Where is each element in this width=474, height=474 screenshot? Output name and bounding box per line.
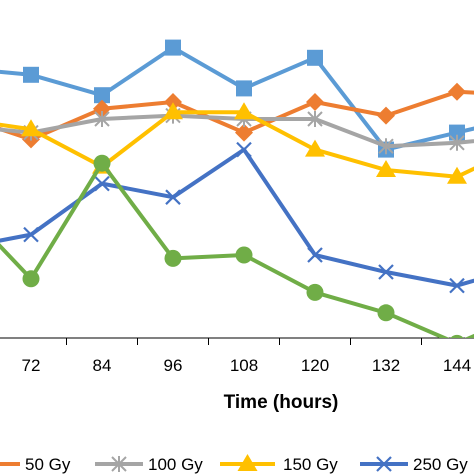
data-point [306, 93, 324, 111]
data-point [307, 247, 323, 263]
legend-marker [237, 454, 258, 471]
x-tick-label: 132 [372, 356, 400, 375]
data-point [450, 334, 464, 338]
x-tick-label: 120 [301, 356, 329, 375]
data-point [236, 80, 252, 97]
x-tick-label: 108 [230, 356, 258, 375]
data-point [376, 160, 396, 177]
data-point [377, 106, 395, 125]
data-point [165, 39, 181, 56]
x-tick-label: 96 [164, 356, 183, 375]
data-point [236, 141, 252, 158]
data-point [449, 277, 465, 294]
data-point [235, 123, 253, 142]
data-point [305, 139, 325, 157]
legend-label: 150 Gy [283, 455, 338, 474]
legend-label: 250 Gy [413, 455, 468, 474]
legend-label: 50 Gy [25, 455, 71, 474]
legend-item: 250 Gy [360, 455, 468, 474]
data-point [377, 304, 395, 322]
series-layer [0, 39, 474, 338]
x-tick-label: 144 [443, 356, 471, 375]
data-point [164, 249, 182, 267]
data-point [235, 246, 253, 264]
data-point [164, 93, 182, 111]
data-point [378, 138, 394, 155]
data-point [94, 87, 110, 104]
data-point [163, 102, 183, 120]
tick-labels: 72 84 96 108 120 132 144 [22, 356, 472, 375]
x-axis-title: Time (hours) [224, 392, 339, 413]
legend-marker [376, 456, 392, 472]
series-unnamed-5 [0, 154, 474, 338]
x-tick-label: 84 [93, 356, 112, 375]
data-point [307, 111, 323, 127]
data-point [94, 111, 110, 127]
data-point [22, 270, 40, 288]
data-point [449, 124, 465, 141]
legend-item: 150 Gy [220, 454, 338, 474]
legend-label: 100 Gy [148, 455, 203, 474]
series-unnamed-0 [0, 39, 474, 158]
x-axis [0, 337, 474, 345]
data-point [448, 82, 466, 101]
data-point [23, 66, 39, 83]
legend-item: 100 Gy [95, 455, 203, 474]
legend: 50 Gy 100 Gy 150 Gy 250 Gy [0, 454, 468, 474]
data-point [94, 175, 110, 192]
series-250-gy [0, 141, 474, 294]
data-point [306, 283, 324, 301]
legend-marker [111, 456, 127, 472]
data-point [93, 154, 111, 172]
data-point [378, 264, 394, 280]
data-point [165, 189, 181, 205]
data-point [449, 134, 465, 151]
data-point [21, 119, 41, 137]
data-point [307, 49, 323, 66]
data-point [234, 102, 254, 120]
data-point [447, 166, 467, 184]
legend-item: 50 Gy [0, 455, 71, 474]
x-tick-label: 72 [22, 356, 41, 375]
data-point [23, 226, 39, 243]
